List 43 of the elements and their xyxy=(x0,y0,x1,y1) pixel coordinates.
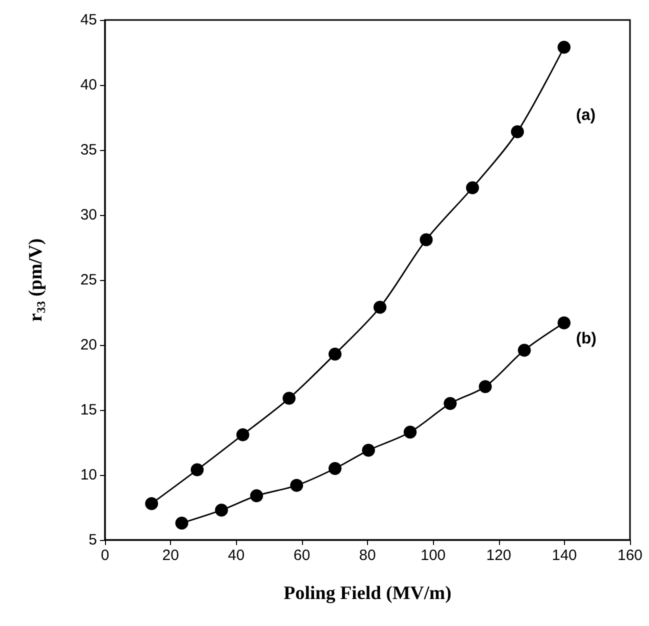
text: (a) xyxy=(576,106,596,124)
point xyxy=(215,504,228,517)
point xyxy=(478,380,492,394)
y-tick-label: 40 xyxy=(80,76,97,94)
point xyxy=(404,426,417,439)
y-tick-label: 25 xyxy=(80,272,97,288)
y-tick-label: 30 xyxy=(80,206,97,224)
x-tick-label: 80 xyxy=(359,547,376,564)
point xyxy=(328,462,342,475)
point xyxy=(373,300,386,314)
x-tick-label: 40 xyxy=(228,547,245,564)
x-tick-label: 20 xyxy=(162,547,179,564)
series-label: (b) xyxy=(576,330,596,348)
point xyxy=(145,497,158,510)
y-tick-label: 20 xyxy=(80,336,97,354)
x-tick-label: 140 xyxy=(552,547,577,564)
y-tick-label: 35 xyxy=(80,142,97,158)
x-tick-label: 0 xyxy=(100,547,110,564)
point xyxy=(175,516,188,530)
point xyxy=(236,428,250,442)
point xyxy=(420,233,433,246)
y-tick-label: 15 xyxy=(80,402,97,418)
point xyxy=(282,392,296,405)
point xyxy=(290,478,304,492)
point xyxy=(444,397,457,410)
x-tick-label: 60 xyxy=(294,547,310,564)
point xyxy=(558,40,571,54)
point xyxy=(190,463,204,476)
y-tick-label: 45 xyxy=(80,12,97,28)
point xyxy=(518,344,531,357)
y-tick-label: 10 xyxy=(80,466,97,484)
y-tick-label: 5 xyxy=(88,532,97,548)
x-tick-label: 120 xyxy=(486,547,512,564)
y-axis-title: r33 (pm/V) xyxy=(26,238,48,322)
point xyxy=(510,125,524,138)
x-tick-label: 100 xyxy=(420,547,446,564)
point xyxy=(328,348,342,361)
point xyxy=(362,444,375,457)
x-axis-title: Poling Field (MV/m) xyxy=(284,583,452,604)
point xyxy=(466,181,479,194)
x-tick-label: 160 xyxy=(617,547,643,564)
point xyxy=(250,489,264,502)
point xyxy=(558,316,571,330)
